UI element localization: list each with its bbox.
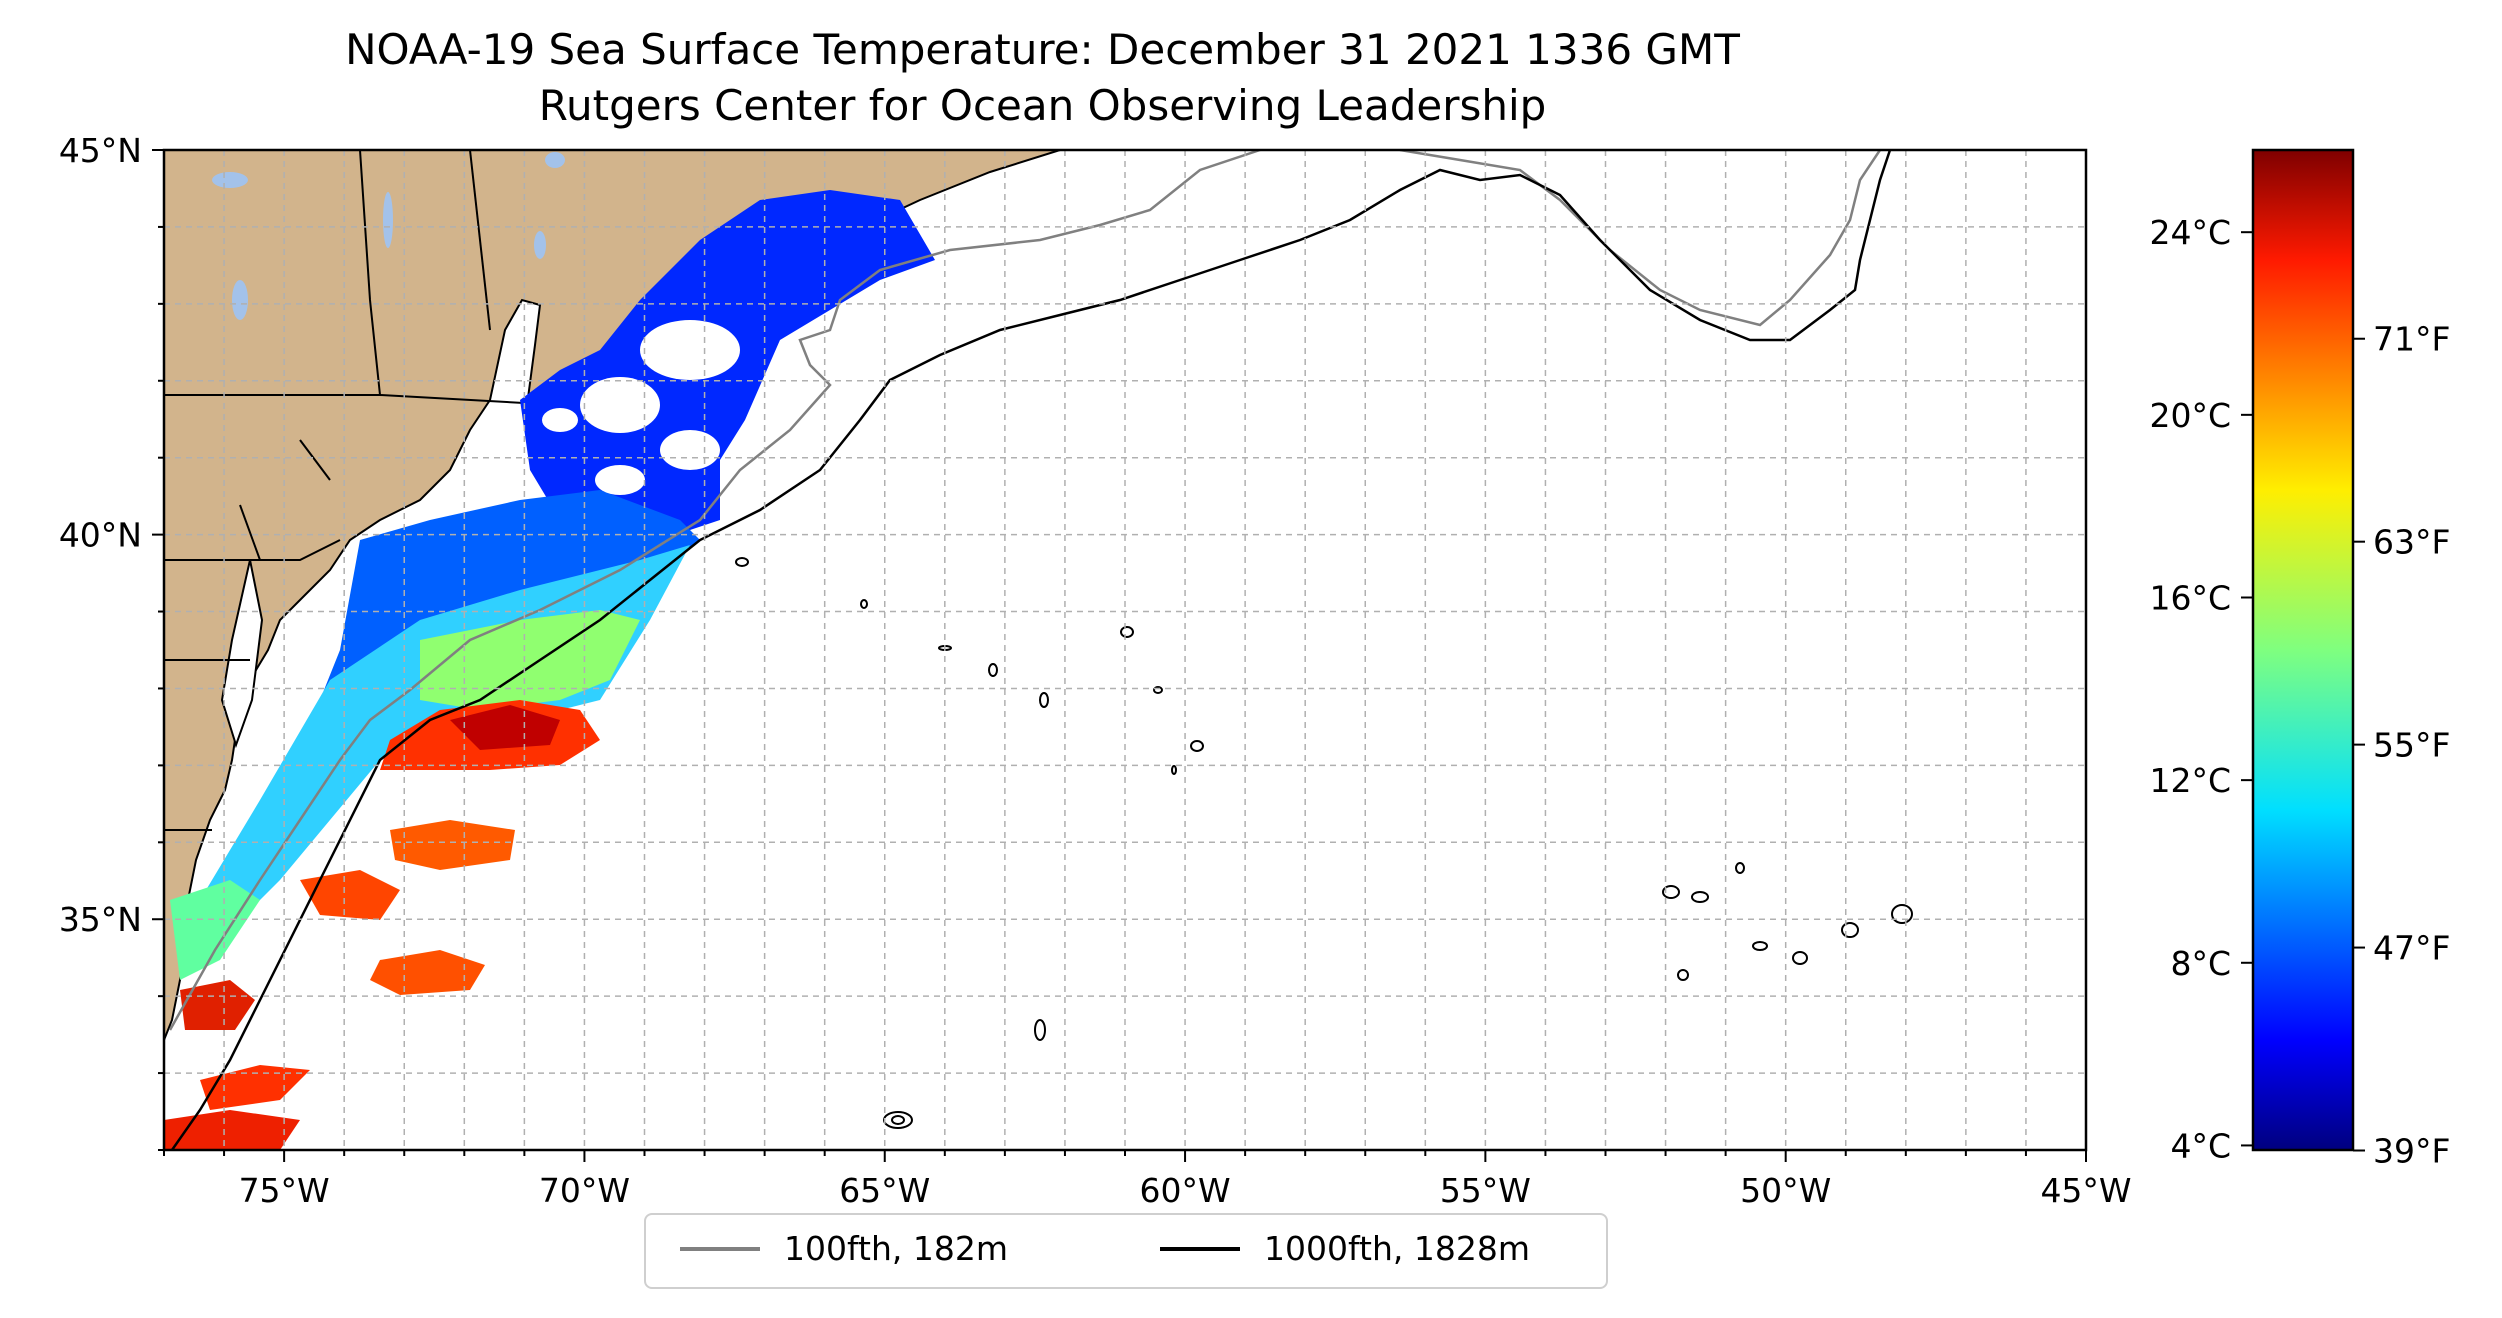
graticule: [164, 150, 2086, 1150]
legend-label-1000fth: 1000fth, 1828m: [1264, 1229, 1530, 1268]
sst-warm-patch-1: [390, 820, 515, 870]
chart-subtitle: Rutgers Center for Ocean Observing Leade…: [538, 81, 1547, 130]
x-tick-label: 55°W: [1440, 1171, 1531, 1210]
x-tick-label: 60°W: [1140, 1171, 1231, 1210]
sst-cold-gulf-of-maine: [520, 190, 935, 600]
legend-entry-1000fth: 1000fth, 1828m: [1160, 1229, 1530, 1268]
colorbar-fahrenheit-label: 55°F: [2373, 726, 2450, 765]
y-tick-label: 45°N: [59, 131, 142, 170]
colorbar-fahrenheit-label: 71°F: [2373, 320, 2450, 359]
colorbar-fahrenheit-axis: 39°F 47°F 55°F 63°F 71°F: [2353, 320, 2450, 1171]
x-tick-label: 45°W: [2040, 1171, 2131, 1210]
colorbar: [2251, 148, 2355, 1152]
colorbar-celsius-label: 16°C: [2149, 578, 2231, 617]
sst-warm-patch-3: [370, 950, 485, 995]
sst-coastal-green: [170, 880, 260, 980]
cloud-gaps: [542, 320, 740, 495]
colorbar-celsius-label: 4°C: [2170, 1126, 2231, 1165]
x-axis: 75°W 70°W 65°W 60°W 55°W 50°W 45°W: [163, 1150, 2132, 1210]
colorbar-celsius-label: 24°C: [2149, 213, 2231, 252]
legend-swatch-100fth: [680, 1246, 760, 1251]
bay-cut: [220, 559, 264, 749]
colorbar-fahrenheit-label: 47°F: [2373, 929, 2450, 968]
isobath-1000fth: [170, 150, 1892, 1150]
legend-label-100fth: 100fth, 182m: [784, 1229, 1008, 1268]
sst-warm-patch-4: [180, 980, 255, 1030]
isobath-100fth: [168, 150, 1882, 1031]
sst-warm-patch-2: [300, 870, 400, 920]
y-axis: 35°N 40°N 45°N: [59, 131, 164, 1151]
colorbar-celsius-label: 8°C: [2170, 944, 2231, 983]
sst-warm-patch-5: [200, 1065, 310, 1110]
colorbar-fahrenheit-label: 63°F: [2373, 523, 2450, 562]
sst-gulf-stream-core: [450, 705, 560, 750]
colorbar-celsius-label: 20°C: [2149, 396, 2231, 435]
map-layers: [164, 150, 1913, 1150]
state-borders: [164, 150, 561, 831]
legend: 100fth, 182m 1000fth, 1828m: [644, 1213, 1608, 1289]
colorbar-celsius-label: 12°C: [2149, 761, 2231, 800]
sst-warm-patch-6: [164, 1110, 300, 1150]
chart-title: NOAA-19 Sea Surface Temperature: Decembe…: [345, 25, 1740, 74]
y-tick-label: 40°N: [59, 516, 142, 555]
x-tick-label: 75°W: [239, 1171, 330, 1210]
x-tick-label: 50°W: [1740, 1171, 1831, 1210]
x-tick-label: 70°W: [539, 1171, 630, 1210]
x-tick-label: 65°W: [839, 1171, 930, 1210]
colorbar-fahrenheit-label: 39°F: [2373, 1132, 2450, 1171]
y-tick-label: 35°N: [59, 900, 142, 939]
colorbar-celsius-axis: 4°C 8°C 12°C 16°C 20°C 24°C: [2149, 213, 2253, 1165]
legend-swatch-1000fth: [1160, 1246, 1240, 1251]
lakes: [212, 152, 565, 320]
legend-entry-100fth: 100fth, 182m: [680, 1229, 1008, 1268]
